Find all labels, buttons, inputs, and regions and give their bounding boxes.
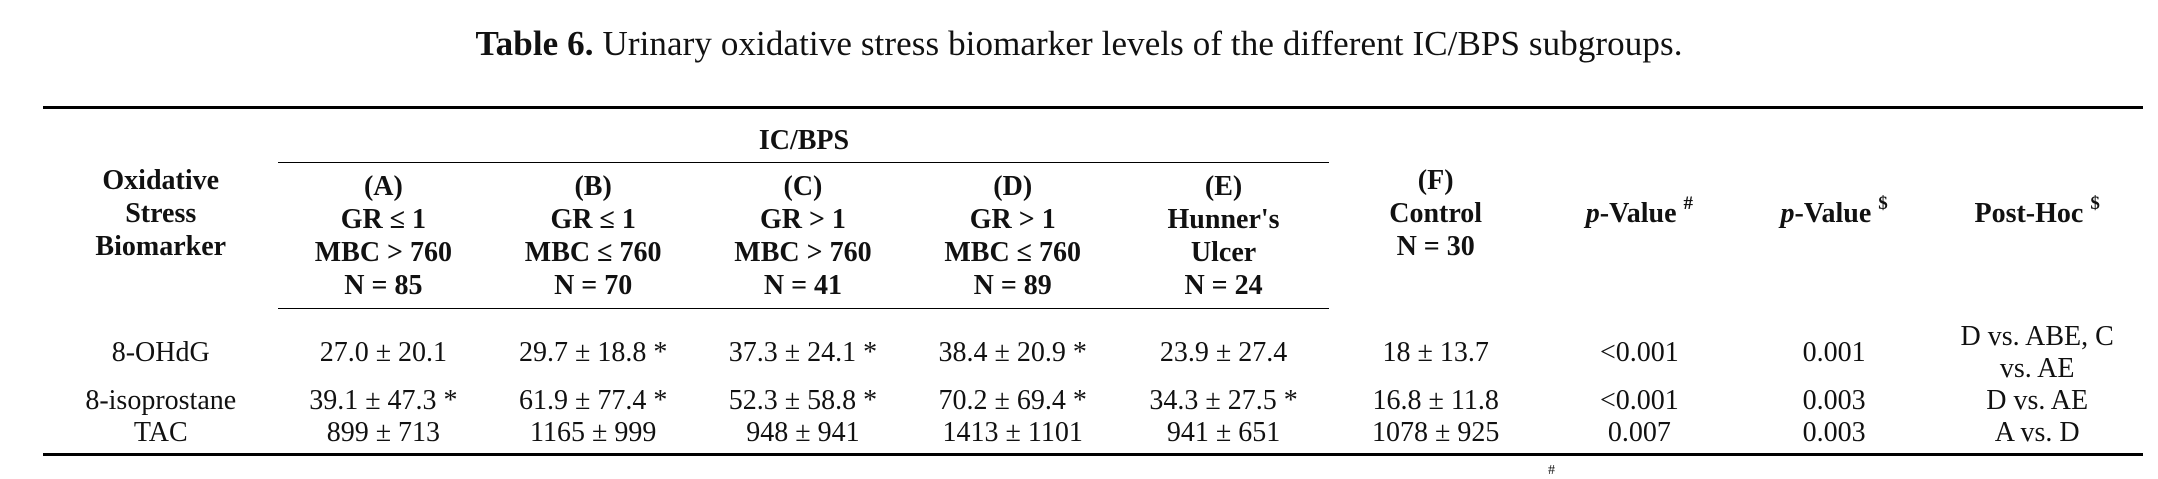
footnote-mark: # [1548, 463, 1555, 478]
cell-group-a: 39.1 ± 47.3 * [309, 384, 458, 416]
header-group-e: (E) Hunner's Ulcer N = 24 [1117, 162, 1330, 309]
cell-group-c: 52.3 ± 58.8 * [728, 384, 878, 416]
header-row-group: Oxidative Stress Biomarker IC/BPS (F) Co… [43, 106, 2143, 309]
cell-group-b: 29.7 ± 18.8 * [518, 336, 668, 368]
caption-label: Table 6. [475, 24, 594, 63]
cell-pvalue-dollar: 0.003 [1736, 416, 1932, 456]
table-caption: Table 6. Urinary oxidative stress biomar… [0, 24, 2158, 64]
table-row: TAC 899 ± 713 1165 ± 999 948 ± 941 1413 … [43, 416, 2143, 456]
cell-group-e: 23.9 ± 27.4 [1159, 336, 1288, 368]
cell-group-d: 38.4 ± 20.9 * [938, 336, 1087, 368]
table-row: 8-OHdG 27.0 ± 20.1 29.7 ± 18.8 * 37.3 ± … [43, 309, 2143, 385]
cell-group-a: 899 ± 713 [278, 416, 489, 456]
row-biomarker-name: 8-OHdG [111, 336, 210, 368]
header-control: (F) Control N = 30 [1329, 106, 1542, 309]
cell-posthoc: A vs. D [1931, 416, 2143, 456]
cell-control: 1078 ± 925 [1329, 416, 1542, 456]
cell-group-e: 34.3 ± 27.5 * [1149, 384, 1298, 416]
header-icbps: IC/BPS [278, 106, 1330, 163]
cell-group-b: 1165 ± 999 [488, 416, 699, 456]
cell-posthoc: D vs. AE [1986, 384, 2089, 416]
cell-group-a: 27.0 ± 20.1 [319, 336, 448, 368]
cell-group-c: 37.3 ± 24.1 * [728, 336, 878, 368]
table-row: 8-isoprostane 39.1 ± 47.3 * 61.9 ± 77.4 … [43, 385, 2143, 417]
row-biomarker-name: TAC [43, 416, 279, 456]
header-group-b: (B) GR ≤ 1 MBC ≤ 760 N = 70 [488, 162, 699, 309]
cell-posthoc: D vs. ABE, C vs. AE [1960, 320, 2114, 384]
header-group-c: (C) GR > 1 MBC > 760 N = 41 [698, 162, 908, 309]
cell-pvalue-hash: 0.007 [1541, 416, 1737, 456]
cell-group-b: 61.9 ± 77.4 * [518, 384, 668, 416]
cell-group-d: 1413 ± 1101 [907, 416, 1118, 456]
header-biomarker: Oxidative Stress Biomarker [43, 106, 279, 309]
caption-text: Urinary oxidative stress biomarker level… [602, 24, 1683, 63]
cell-group-e: 941 ± 651 [1117, 416, 1330, 456]
cell-control: 18 ± 13.7 [1382, 336, 1489, 368]
cell-pvalue-hash: <0.001 [1600, 384, 1679, 416]
header-pvalue-dollar: p-Value $ [1736, 106, 1932, 309]
cell-control: 16.8 ± 11.8 [1372, 384, 1499, 416]
header-pvalue-hash: p-Value # [1541, 106, 1737, 309]
cell-pvalue-dollar: 0.003 [1802, 384, 1866, 416]
header-posthoc: Post-Hoc $ [1931, 106, 2143, 309]
cell-group-c: 948 ± 941 [698, 416, 908, 456]
header-row-subgroups: (A) GR ≤ 1 MBC > 760 N = 85 (B) GR ≤ 1 M… [43, 162, 2143, 309]
biomarker-table: Oxidative Stress Biomarker IC/BPS (F) Co… [43, 106, 2143, 456]
header-group-d: (D) GR > 1 MBC ≤ 760 N = 89 [907, 162, 1118, 309]
header-group-a: (A) GR ≤ 1 MBC > 760 N = 85 [278, 162, 489, 309]
row-biomarker-name: 8-isoprostane [85, 384, 237, 416]
cell-pvalue-dollar: 0.001 [1802, 336, 1866, 368]
cell-group-d: 70.2 ± 69.4 * [938, 384, 1087, 416]
cell-pvalue-hash: <0.001 [1600, 336, 1679, 368]
